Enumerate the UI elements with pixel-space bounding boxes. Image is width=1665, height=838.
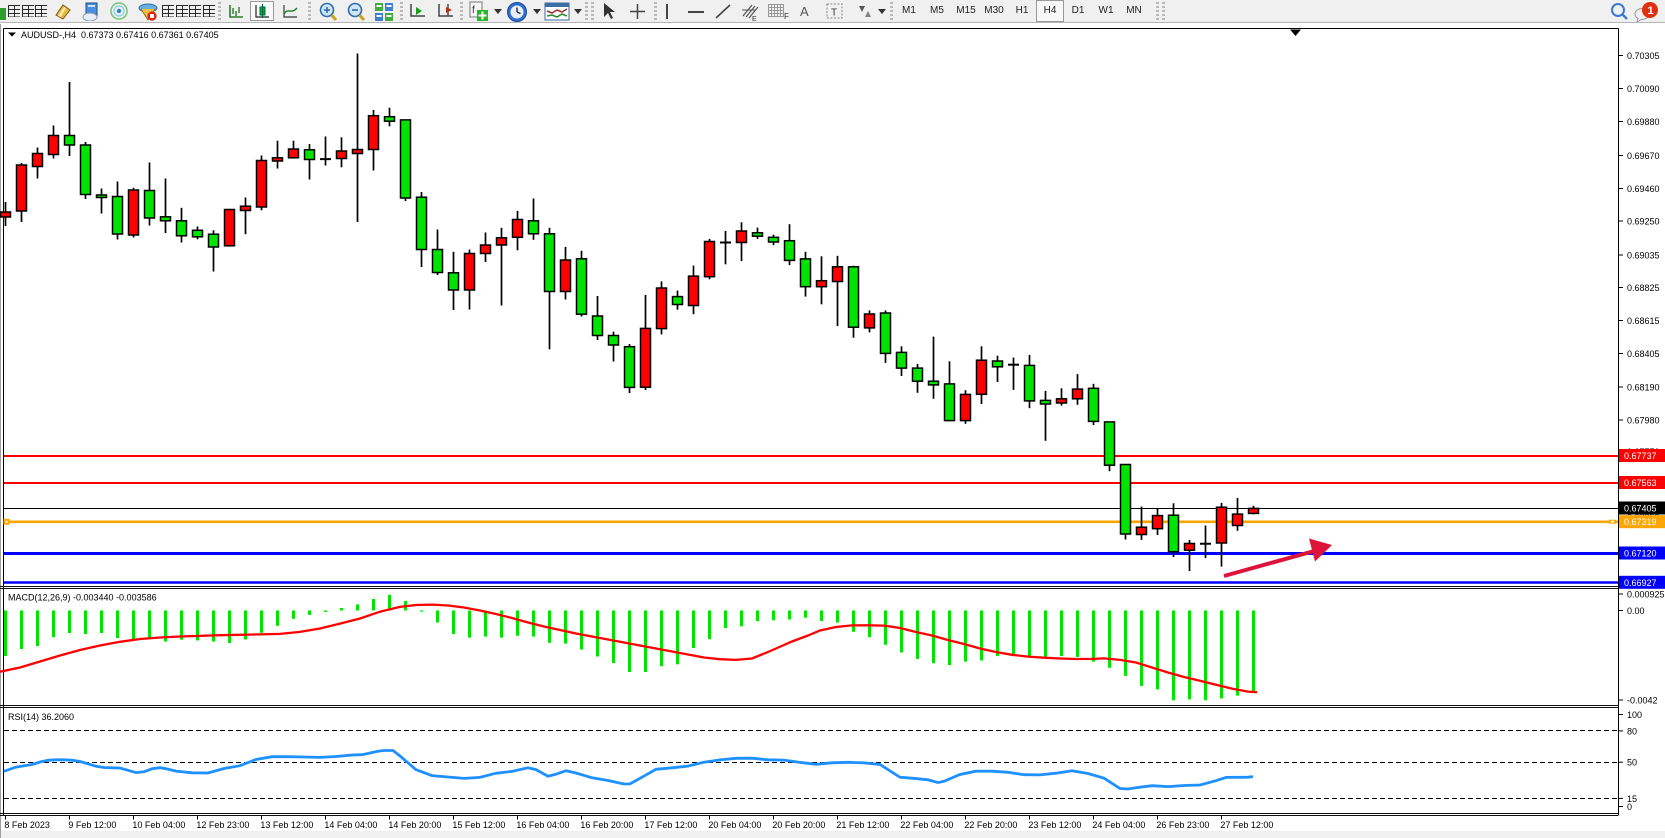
svg-text:10 Feb 04:00: 10 Feb 04:00 [132,820,185,830]
svg-text:T: T [831,8,837,19]
svg-text:0.69035: 0.69035 [1627,250,1660,260]
svg-text:15 Feb 12:00: 15 Feb 12:00 [452,820,505,830]
svg-text:0.70305: 0.70305 [1627,51,1660,61]
svg-text:22 Feb 04:00: 22 Feb 04:00 [900,820,953,830]
svg-text:80: 80 [1627,726,1637,736]
svg-text:20 Feb 20:00: 20 Feb 20:00 [772,820,825,830]
svg-text:-0.0042: -0.0042 [1627,696,1658,706]
svg-text:9 Feb 12:00: 9 Feb 12:00 [68,820,116,830]
svg-text:MACD(12,26,9) -0.003440 -0.003: MACD(12,26,9) -0.003440 -0.003586 [8,593,157,603]
svg-text:1: 1 [1648,5,1654,17]
svg-text:0.00: 0.00 [1627,606,1645,616]
svg-text:21 Feb 12:00: 21 Feb 12:00 [836,820,889,830]
svg-text:0.68190: 0.68190 [1627,383,1660,393]
svg-text:14 Feb 04:00: 14 Feb 04:00 [324,820,377,830]
svg-text:0.67120: 0.67120 [1624,549,1657,559]
svg-text:0.67563: 0.67563 [1624,478,1657,488]
svg-text:0.69880: 0.69880 [1627,117,1660,127]
svg-text:0.67405: 0.67405 [1624,504,1657,514]
svg-text:0.68405: 0.68405 [1627,349,1660,359]
svg-text:100: 100 [1627,710,1642,720]
svg-text:0.67737: 0.67737 [1624,451,1657,461]
svg-text:f: f [472,5,475,16]
svg-text:0.66927: 0.66927 [1624,578,1657,588]
svg-text:50: 50 [1627,758,1637,768]
svg-text:8 Feb 2023: 8 Feb 2023 [4,820,50,830]
svg-text:E: E [752,16,757,22]
svg-text:27 Feb 12:00: 27 Feb 12:00 [1220,820,1273,830]
svg-text:0: 0 [1627,802,1632,812]
svg-text:0.70090: 0.70090 [1627,84,1660,94]
svg-text:26 Feb 23:00: 26 Feb 23:00 [1156,820,1209,830]
svg-text:0.67980: 0.67980 [1627,415,1660,425]
svg-text:0.000925: 0.000925 [1627,590,1665,600]
svg-text:24 Feb 04:00: 24 Feb 04:00 [1092,820,1145,830]
svg-text:17 Feb 12:00: 17 Feb 12:00 [644,820,697,830]
svg-text:0.69670: 0.69670 [1627,151,1660,161]
svg-text:12 Feb 23:00: 12 Feb 23:00 [196,820,249,830]
svg-text:0.68825: 0.68825 [1627,283,1660,293]
svg-text:0.69460: 0.69460 [1627,184,1660,194]
svg-text:13 Feb 12:00: 13 Feb 12:00 [260,820,313,830]
svg-text:16 Feb 20:00: 16 Feb 20:00 [580,820,633,830]
svg-text:RSI(14) 36.2060: RSI(14) 36.2060 [8,712,74,722]
svg-text:20 Feb 04:00: 20 Feb 04:00 [708,820,761,830]
svg-text:23 Feb 12:00: 23 Feb 12:00 [1028,820,1081,830]
svg-text:22 Feb 20:00: 22 Feb 20:00 [964,820,1017,830]
svg-text:AUDUSD-,H4 0.67373 0.67416 0.: AUDUSD-,H4 0.67373 0.67416 0.67361 0.674… [21,30,219,40]
svg-text:0.67319: 0.67319 [1624,517,1657,527]
svg-text:14 Feb 20:00: 14 Feb 20:00 [388,820,441,830]
svg-text:15: 15 [1627,794,1637,804]
svg-text:0.69250: 0.69250 [1627,217,1660,227]
svg-text:16 Feb 04:00: 16 Feb 04:00 [516,820,569,830]
svg-text:0.68615: 0.68615 [1627,316,1660,326]
